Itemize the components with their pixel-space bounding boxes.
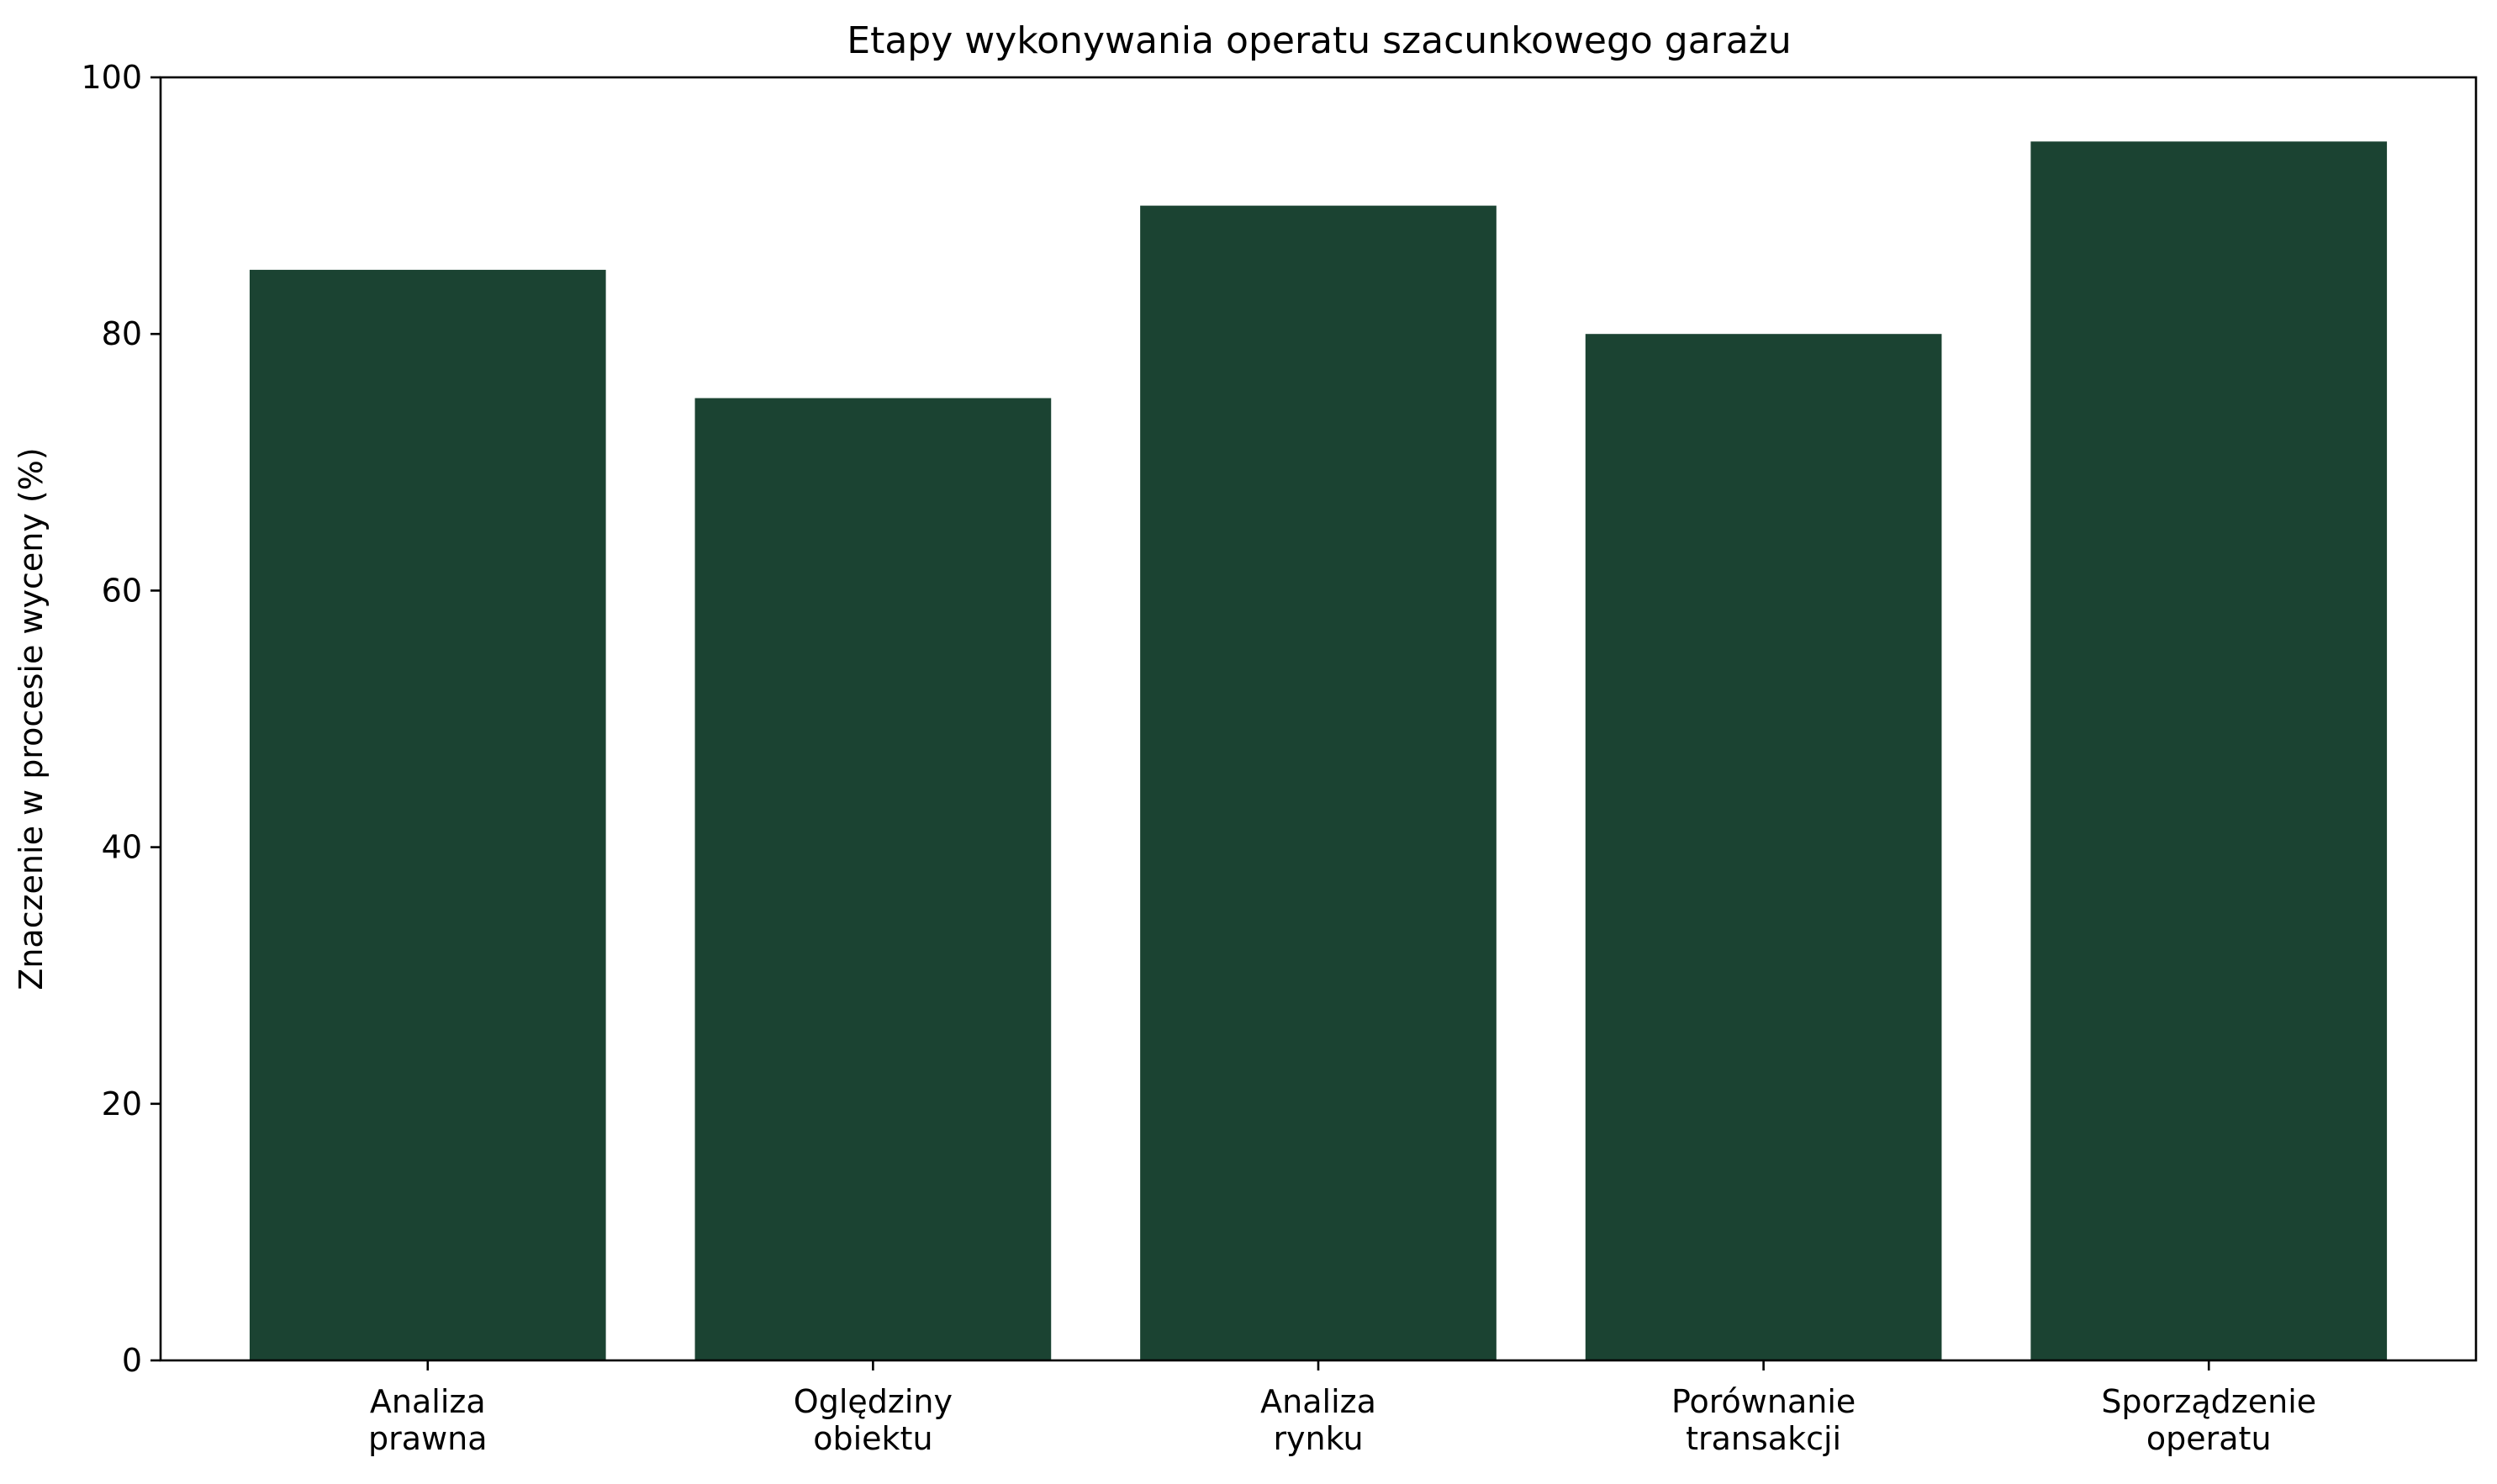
x-tick-label-0: Analiza prawna	[368, 1383, 487, 1457]
y-tick-label-3: 60	[102, 572, 142, 609]
y-tick-label-2: 40	[102, 829, 142, 866]
x-tick-label-3-line-0: Porównanie	[1671, 1383, 1856, 1420]
x-tick-label-2: Analiza rynku	[1260, 1383, 1376, 1457]
y-tick-label-5: 100	[81, 59, 142, 96]
x-tick-label-0-line-0: Analiza	[370, 1383, 486, 1420]
bars-group	[249, 141, 2388, 1361]
x-tick-label-2-line-1: rynku	[1273, 1420, 1363, 1457]
y-axis-label: Znaczenie w procesie wyceny (%)	[13, 447, 50, 990]
x-tick-label-1-line-1: obiektu	[813, 1420, 932, 1457]
x-tick-label-1-line-0: Oględziny	[794, 1383, 953, 1420]
bar-2	[1140, 205, 1497, 1361]
x-tick-label-4-line-0: Sporządzenie	[2101, 1383, 2316, 1420]
x-tick-label-1: Oględziny obiektu	[794, 1383, 953, 1457]
bar-3	[1585, 334, 1942, 1361]
y-axis-ticks: 0 20 40 60 80 100	[81, 59, 161, 1379]
x-tick-label-2-line-0: Analiza	[1260, 1383, 1376, 1420]
plot-frame	[159, 76, 2478, 1362]
x-tick-label-4: Sporządzenie operatu	[2101, 1383, 2316, 1457]
chart-title: Etapy wykonywania operatu szacunkowego g…	[847, 19, 1791, 62]
bar-4	[2030, 141, 2388, 1360]
x-tick-label-3-line-1: transakcji	[1686, 1420, 1841, 1457]
y-tick-label-0: 0	[122, 1342, 142, 1379]
y-tick-label-4: 80	[102, 315, 142, 352]
bar-0	[249, 269, 606, 1360]
x-tick-label-4-line-1: operatu	[2146, 1420, 2272, 1457]
x-tick-label-3: Porównanie transakcji	[1671, 1383, 1856, 1457]
y-tick-label-1: 20	[102, 1085, 142, 1122]
bar-1	[694, 398, 1052, 1360]
x-tick-label-0-line-1: prawna	[368, 1420, 487, 1457]
